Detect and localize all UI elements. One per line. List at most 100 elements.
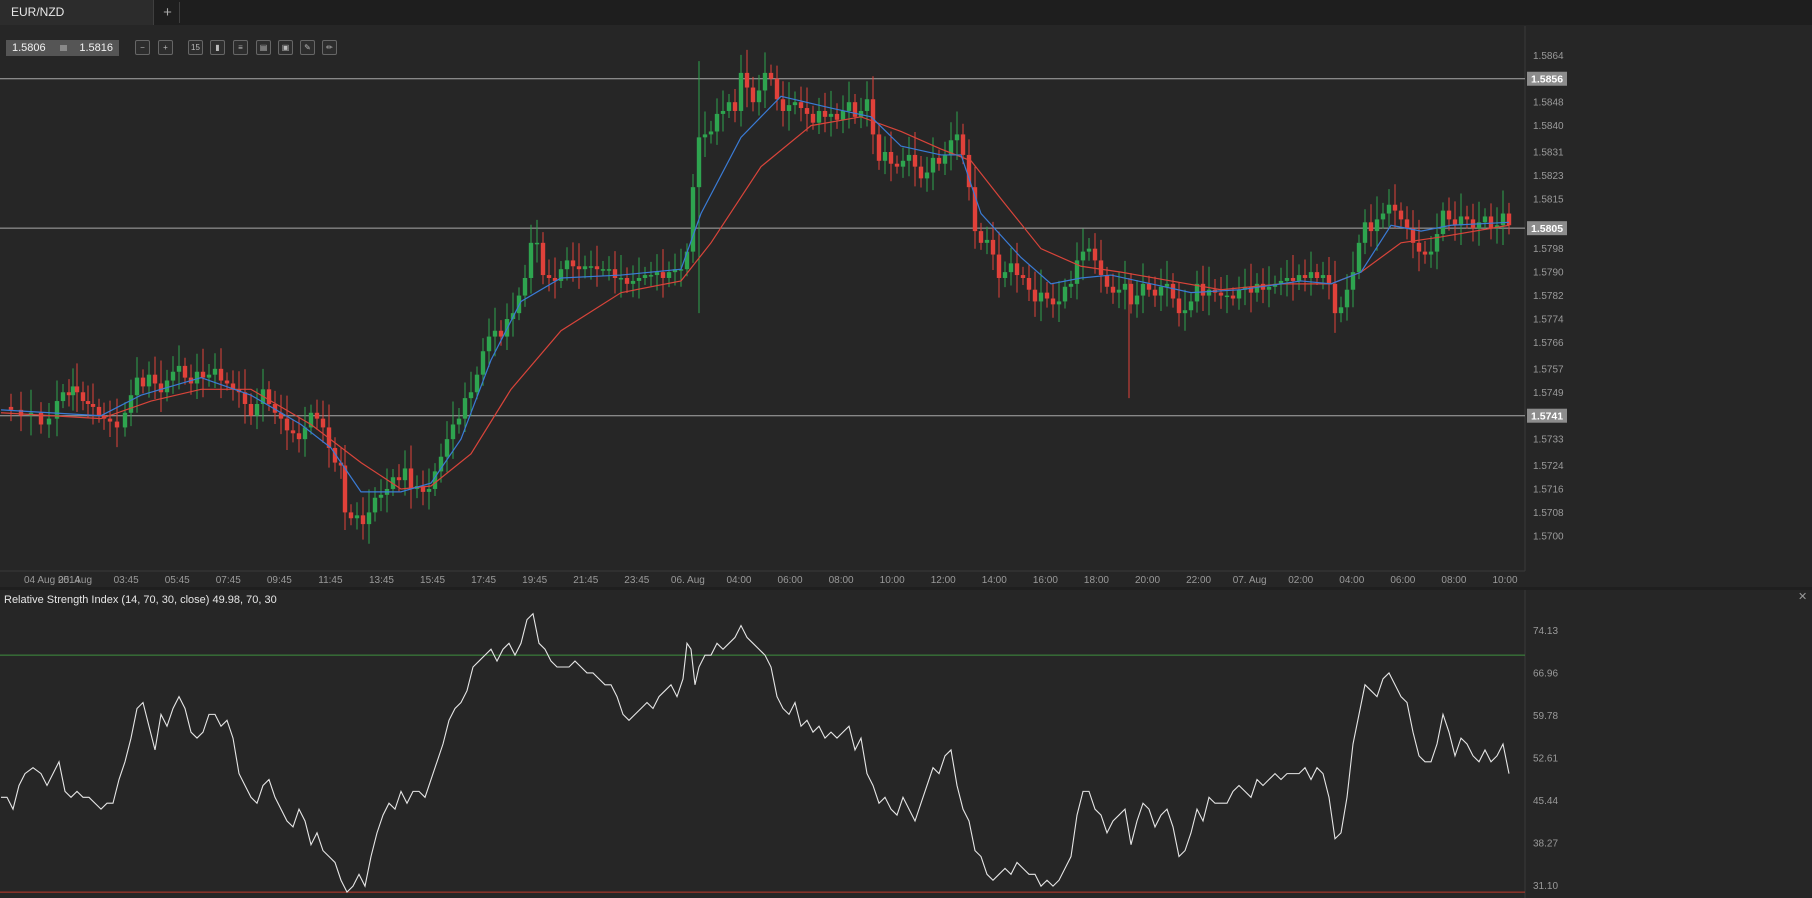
candle-body (528, 242, 534, 278)
rsi-y-tick-label: 66.96 (1533, 669, 1558, 680)
candle-body (756, 90, 762, 103)
zoom-out-icon[interactable]: − (135, 40, 150, 55)
candle-body (1104, 275, 1110, 287)
candle-body (552, 277, 558, 281)
candle-body (426, 488, 432, 492)
candle-body (966, 154, 972, 188)
rsi-y-tick-label: 31.10 (1533, 881, 1558, 892)
x-tick-label: 04:00 (1339, 575, 1364, 586)
candle-body (1254, 283, 1260, 293)
candle-body (816, 110, 822, 123)
candle-body (774, 78, 780, 100)
candle-body (978, 231, 984, 243)
candle-body (1020, 275, 1026, 278)
x-tick-label: 10:00 (1492, 575, 1517, 586)
candle-body (248, 403, 254, 416)
candle-body (864, 99, 870, 111)
candle-body (768, 72, 774, 79)
candle-body (114, 421, 120, 428)
candle-body (1404, 219, 1410, 229)
candle-body (492, 330, 498, 337)
price-chart: 1.5864 1.5848 1.5840 1.5831 1.5823 1.5815 1.57… (0, 26, 1567, 586)
candle-body (900, 160, 906, 167)
candle-body (798, 102, 804, 109)
indicators-icon[interactable]: ≡ (233, 40, 248, 55)
candle-body (600, 269, 606, 271)
moving-average-slow (0, 116, 1510, 490)
candle-body (46, 418, 52, 425)
candle-body (612, 269, 618, 278)
candle-body (870, 99, 876, 135)
candle-body (396, 477, 402, 481)
candle-body (948, 140, 954, 155)
candle-body (1032, 289, 1038, 302)
zoom-in-icon[interactable]: + (158, 40, 173, 55)
candle-body (1422, 251, 1428, 255)
candle-body (648, 275, 654, 277)
candle-body (990, 239, 996, 255)
candle-body (1068, 283, 1074, 287)
tab-eurnzd[interactable]: EUR/NZD (0, 0, 154, 25)
x-tick-label: 12:00 (931, 575, 956, 586)
candle-body (432, 471, 438, 489)
x-tick-label: 21:45 (573, 575, 598, 586)
candle-body (1050, 298, 1056, 305)
y-tick-label: 1.5848 (1533, 98, 1564, 109)
y-tick-label: 1.5749 (1533, 388, 1564, 399)
y-tick-label: 1.5798 (1533, 244, 1564, 255)
candle-body (786, 105, 792, 111)
draw-icon[interactable]: ✏ (322, 40, 337, 55)
candle-body (1164, 283, 1170, 287)
x-tick-label: 16:00 (1033, 575, 1058, 586)
candle-body (1224, 295, 1230, 298)
candle-body (1338, 307, 1344, 314)
candle-body (302, 427, 308, 440)
candle-body (1158, 286, 1164, 296)
candle-body (996, 254, 1002, 278)
candle-body (1236, 289, 1242, 299)
level-label-box (1527, 221, 1567, 236)
candle-body (672, 269, 678, 273)
candle-body (732, 102, 738, 111)
candle-body (278, 412, 284, 419)
candle-body (1446, 210, 1452, 220)
candle-body (1416, 242, 1422, 252)
candle-body (960, 134, 966, 155)
candle-body (912, 154, 918, 167)
level-label: 1.5856 (1531, 74, 1563, 86)
candle-body (1314, 272, 1320, 278)
candle-body (74, 386, 80, 393)
candle-body (176, 365, 182, 372)
candle-body (1092, 248, 1098, 261)
template-icon[interactable]: ✎ (300, 40, 315, 55)
candle-body (558, 269, 564, 281)
candle-body (354, 515, 360, 519)
candle-body (122, 412, 128, 428)
x-tick-label: 07:45 (216, 575, 241, 586)
candle-body (606, 269, 612, 271)
candle-body (1110, 286, 1116, 293)
candlestick-icon[interactable]: ▮ (210, 40, 225, 55)
candle-body (1116, 289, 1122, 293)
candle-body (624, 277, 630, 284)
candle-body (444, 439, 450, 457)
candle-body (1440, 210, 1446, 235)
candle-body (858, 110, 864, 117)
add-tab-button[interactable]: + (156, 2, 180, 23)
objects-icon[interactable]: ▤ (256, 40, 271, 55)
candle-body (708, 131, 714, 135)
candle-body (936, 157, 942, 164)
x-tick-label: 04:00 (726, 575, 751, 586)
candle-body (200, 371, 206, 378)
candle-body (522, 277, 528, 296)
candle-body (1062, 286, 1068, 302)
candle-body (876, 134, 882, 161)
candle-body (206, 374, 212, 378)
snapshot-icon[interactable]: ▣ (278, 40, 293, 55)
candle-body (38, 412, 44, 425)
rsi-chart: Relative Strength Index (14, 70, 30, clo… (0, 587, 1812, 898)
candle-body (1188, 301, 1194, 311)
y-tick-label: 1.5864 (1533, 51, 1564, 62)
timeframe-icon[interactable]: 15 (188, 40, 203, 55)
